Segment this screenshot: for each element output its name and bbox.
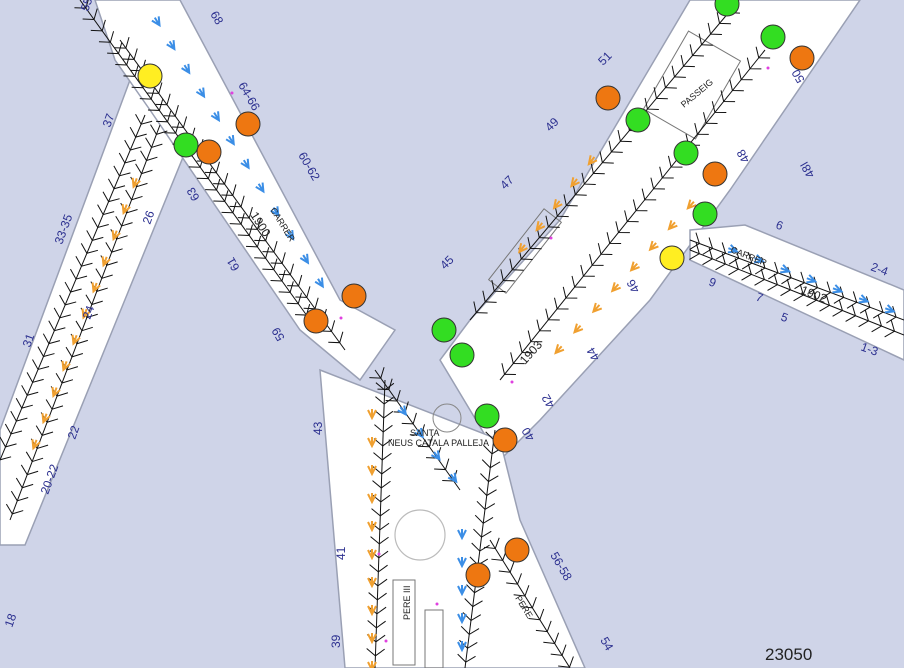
house-number: 9 [707, 275, 718, 291]
house-number: 1-3 [859, 340, 880, 359]
house-number: 54 [597, 635, 616, 654]
tree-green-marker[interactable] [625, 107, 651, 133]
tree-green-marker[interactable] [692, 201, 718, 227]
place-label: SANTA [410, 428, 439, 438]
tree-orange-marker[interactable] [465, 562, 491, 588]
house-number: 40 [519, 425, 538, 444]
tree-green-marker[interactable] [431, 317, 457, 343]
tree-green-marker[interactable] [449, 342, 475, 368]
tree-green-marker[interactable] [673, 140, 699, 166]
house-number: 43 [311, 421, 325, 435]
house-number: 42 [539, 392, 558, 411]
house-number: 63 [184, 185, 203, 204]
tree-green-marker[interactable] [760, 24, 786, 50]
tree-yellow-marker[interactable] [659, 245, 685, 271]
map-id: 23050 [765, 645, 812, 664]
house-number: 7 [754, 290, 765, 306]
tree-orange-marker[interactable] [702, 161, 728, 187]
house-number: 5 [779, 310, 790, 326]
house-number: 61 [224, 255, 243, 274]
place-label: NEUS CATALA PALLEJA [388, 438, 489, 448]
house-number: 18 [2, 611, 20, 629]
tree-orange-marker[interactable] [595, 85, 621, 111]
house-number: 31 [20, 331, 38, 349]
house-number: 26 [140, 208, 158, 226]
house-number: 41 [334, 546, 348, 560]
pink-dots [230, 66, 770, 643]
tree-green-marker[interactable] [173, 132, 199, 158]
tree-markers[interactable] [137, 0, 815, 588]
house-number: 44 [584, 345, 603, 364]
house-number: 6 [774, 218, 785, 234]
direction-arrows [31, 16, 896, 668]
house-number: 37 [100, 111, 118, 129]
tree-orange-marker[interactable] [303, 308, 329, 334]
tree-orange-marker[interactable] [504, 537, 530, 563]
tree-orange-marker[interactable] [196, 139, 222, 165]
plaza-marker [432, 403, 462, 433]
house-number: 68 [207, 9, 226, 28]
street-label: PERE III [402, 585, 412, 620]
house-number: 22 [65, 423, 83, 441]
tree-orange-marker[interactable] [789, 45, 815, 71]
tree-orange-marker[interactable] [492, 427, 518, 453]
tree-yellow-marker[interactable] [137, 63, 163, 89]
tree-green-marker[interactable] [474, 403, 500, 429]
tree-orange-marker[interactable] [235, 111, 261, 137]
house-number: 24 [80, 303, 98, 321]
plaza-circle [394, 509, 446, 561]
house-number: 48 [734, 147, 753, 166]
house-number: 2-4 [869, 260, 890, 279]
tree-green-marker[interactable] [714, 0, 740, 17]
house-number: 39 [329, 634, 343, 648]
house-number: 55 [78, 0, 96, 13]
tree-orange-marker[interactable] [341, 283, 367, 309]
house-number: 59 [269, 325, 288, 344]
lane-dividers [392, 30, 742, 668]
house-number: 50 [789, 67, 808, 86]
house-number: 46 [624, 277, 643, 296]
